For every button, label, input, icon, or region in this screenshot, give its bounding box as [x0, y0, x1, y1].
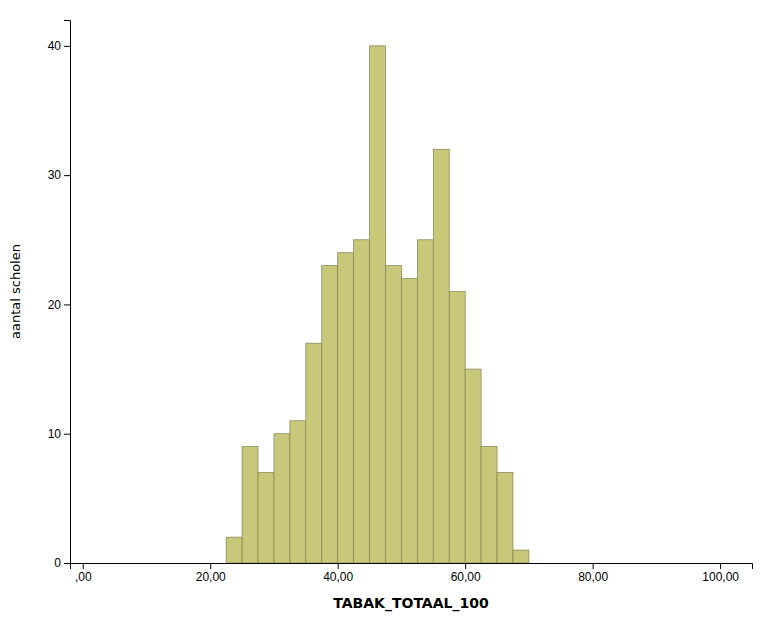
- y-tick-label: 10: [48, 427, 62, 441]
- bar: [354, 240, 370, 563]
- y-tick-mark: [64, 304, 70, 305]
- bar: [242, 447, 258, 563]
- bar: [386, 266, 402, 563]
- x-tick-label: 80,00: [578, 570, 608, 584]
- x-tick-label: 40,00: [323, 570, 353, 584]
- bar: [465, 369, 481, 563]
- y-tick-mark: [64, 175, 70, 176]
- bar: [449, 292, 465, 564]
- y-tick-mark: [64, 563, 70, 564]
- y-tick-label: 20: [48, 298, 62, 312]
- y-tick: 40: [48, 39, 70, 53]
- x-tick: 60,00: [451, 563, 481, 584]
- bar: [497, 473, 513, 564]
- plot: ,00 20,00 40,00 60,00 80,00 100,00 0 10 20 30 40: [48, 21, 753, 584]
- x-tick: 20,00: [196, 563, 226, 584]
- y-tick-label: 30: [48, 168, 62, 182]
- bar: [306, 343, 322, 563]
- x-tick-mark: [720, 563, 721, 569]
- y-tick: 0: [54, 556, 70, 570]
- x-axis-line: [71, 564, 753, 570]
- x-tick: 80,00: [578, 563, 608, 584]
- x-tick-label: 20,00: [196, 570, 226, 584]
- x-tick-mark: [593, 563, 594, 569]
- x-tick: ,00: [75, 563, 92, 584]
- bars: [226, 46, 529, 563]
- y-tick: 10: [48, 427, 70, 441]
- x-tick: 100,00: [702, 563, 739, 584]
- y-tick-mark: [64, 434, 70, 435]
- bar: [370, 46, 386, 563]
- bar: [433, 149, 449, 563]
- bar: [322, 266, 338, 563]
- x-tick-mark: [210, 563, 211, 569]
- y-axis: 0 10 20 30 40: [48, 21, 71, 571]
- x-tick-mark: [465, 563, 466, 569]
- x-axis: ,00 20,00 40,00 60,00 80,00 100,00: [71, 563, 753, 584]
- x-tick-mark: [338, 563, 339, 569]
- bar: [417, 240, 433, 563]
- y-tick: 30: [48, 168, 70, 182]
- bar: [274, 434, 290, 563]
- y-tick-label: 0: [54, 556, 61, 570]
- bar: [481, 447, 497, 563]
- y-tick-mark: [64, 46, 70, 47]
- x-tick-label: 100,00: [702, 570, 739, 584]
- bar: [401, 279, 417, 563]
- bar: [226, 537, 242, 563]
- chart: ,00 20,00 40,00 60,00 80,00 100,00 0 10 20 30 40 TA…: [0, 0, 777, 623]
- x-tick-label: ,00: [75, 570, 92, 584]
- bar: [290, 421, 306, 563]
- y-tick-label: 40: [48, 39, 62, 53]
- x-tick-mark: [83, 563, 84, 569]
- x-tick-label: 60,00: [451, 570, 481, 584]
- y-axis-line: [64, 21, 71, 564]
- bar: [338, 253, 354, 563]
- bar: [513, 550, 529, 563]
- bar: [258, 473, 274, 564]
- y-tick: 20: [48, 298, 70, 312]
- x-tick: 40,00: [323, 563, 353, 584]
- x-axis-title: TABAK_TOTAAL_100: [333, 595, 489, 612]
- y-axis-title: aantal scholen: [8, 244, 23, 339]
